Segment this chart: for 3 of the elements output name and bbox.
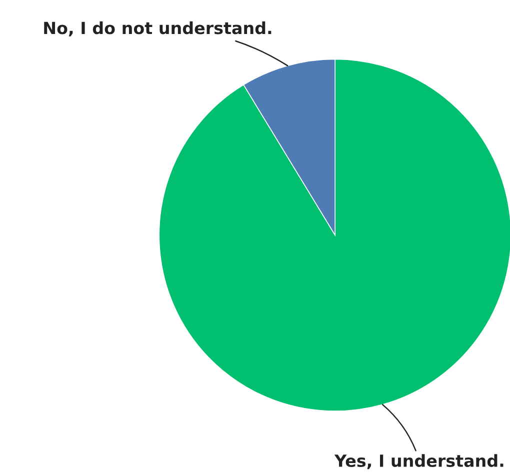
pie-slice xyxy=(158,58,510,412)
slice-label: Yes, I understand. xyxy=(334,454,504,470)
slice-label: No, I do not understand. xyxy=(44,21,272,36)
